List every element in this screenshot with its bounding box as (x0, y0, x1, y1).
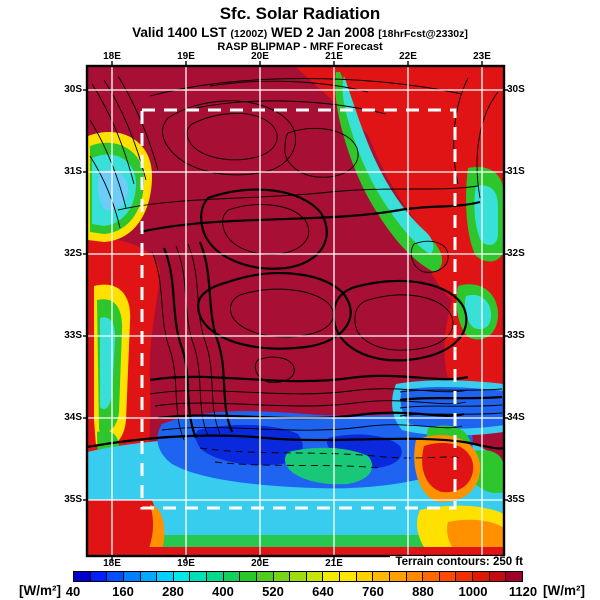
forecast-run: [18hrFcst@2330z] (378, 27, 468, 40)
lon-label-top: 18E (103, 51, 121, 62)
colorbar-segment (306, 572, 324, 581)
colorbar-unit-left: [W/m²] (19, 583, 61, 598)
lon-label-top: 19E (177, 51, 195, 62)
colorbar-segment (173, 572, 191, 581)
colorbar-segment (340, 572, 357, 581)
lat-label-right: 31S (507, 166, 525, 177)
valid-date: WED 2 Jan 2008 (270, 24, 375, 40)
colorbar-tick: 280 (162, 584, 184, 599)
colorbar-unit-right: [W/m²] (543, 583, 585, 598)
lat-label-left: 32S (64, 248, 82, 259)
colorbar-segment (439, 572, 457, 581)
lon-label-top: 20E (251, 51, 269, 62)
colorbar-segment (223, 572, 241, 581)
lat-label-right: 30S (507, 84, 525, 95)
lat-label-right: 34S (507, 412, 525, 423)
colorbar-tick: 760 (362, 584, 384, 599)
lon-label-bottom: 19E (177, 558, 195, 569)
colorbar-segment (456, 572, 473, 581)
terrain-note: Terrain contours: 250 ft (390, 556, 523, 568)
map-border (83, 61, 508, 561)
colorbar-segment (90, 572, 108, 581)
lat-label-right: 35S (507, 494, 525, 505)
colorbar-segment (107, 572, 124, 581)
colorbar-tick: 160 (112, 584, 134, 599)
model-line: RASP BLIPMAP - MRF Forecast (217, 41, 383, 54)
lat-label-left: 30S (64, 84, 82, 95)
bottom-warm-zones (87, 434, 504, 556)
colorbar-segment (506, 572, 522, 581)
graticule (87, 66, 504, 556)
colorbar-tick: 40 (65, 584, 81, 599)
colorbar-segment (190, 572, 207, 581)
lat-label-left: 31S (64, 166, 82, 177)
chart-title: Sfc. Solar Radiation (219, 4, 381, 23)
colorbar-segment (74, 572, 91, 581)
lat-label-left: 33S (64, 330, 82, 341)
colorbar-tick: 520 (262, 584, 284, 599)
lon-label-bottom: 21E (325, 558, 343, 569)
lon-label-bottom: 18E (103, 558, 121, 569)
title-block: Sfc. Solar Radiation Valid 1400 LST (120… (0, 4, 600, 54)
lon-label-top: 22E (399, 51, 417, 62)
colorbar-segment (473, 572, 490, 581)
colorbar-segment (423, 572, 440, 581)
colorbar-tick: 640 (312, 584, 334, 599)
colorbar-segment (373, 572, 390, 581)
colorbar-tick: 400 (212, 584, 234, 599)
colorbar-segment (290, 572, 307, 581)
colorbar-segment (207, 572, 224, 581)
colorbar (73, 571, 523, 582)
colorbar-segment (323, 572, 340, 581)
lat-label-right: 33S (507, 330, 525, 341)
colorbar-segment (256, 572, 274, 581)
lon-label-top: 23E (473, 51, 491, 62)
colorbar-segment (240, 572, 257, 581)
valid-zulu: (1200Z) (230, 27, 268, 40)
diagonal-low-band (335, 72, 504, 340)
coastline-contour (86, 434, 505, 450)
valid-time: Valid 1400 LST (132, 24, 227, 40)
lon-label-top: 21E (325, 51, 343, 62)
valid-line: Valid 1400 LST (1200Z) WED 2 Jan 2008 [1… (0, 25, 600, 41)
lat-label-left: 34S (64, 412, 82, 423)
colorbar-segment (273, 572, 291, 581)
colorbar-segment (123, 572, 141, 581)
colorbar-segment (389, 572, 407, 581)
colorbar-tick: 1000 (458, 584, 488, 599)
lon-label-bottom: 20E (251, 558, 269, 569)
colorbar-segment (140, 572, 158, 581)
lat-label-left: 35S (64, 494, 82, 505)
colorbar-segment (157, 572, 174, 581)
domain-box (140, 108, 457, 510)
colorbar-segment (406, 572, 424, 581)
colorbar-tick: 880 (412, 584, 434, 599)
colorbar-tick: 1120 (508, 584, 538, 599)
colorbar-segment (356, 572, 374, 581)
lat-label-right: 32S (507, 248, 525, 259)
colorbar-segment (489, 572, 507, 581)
